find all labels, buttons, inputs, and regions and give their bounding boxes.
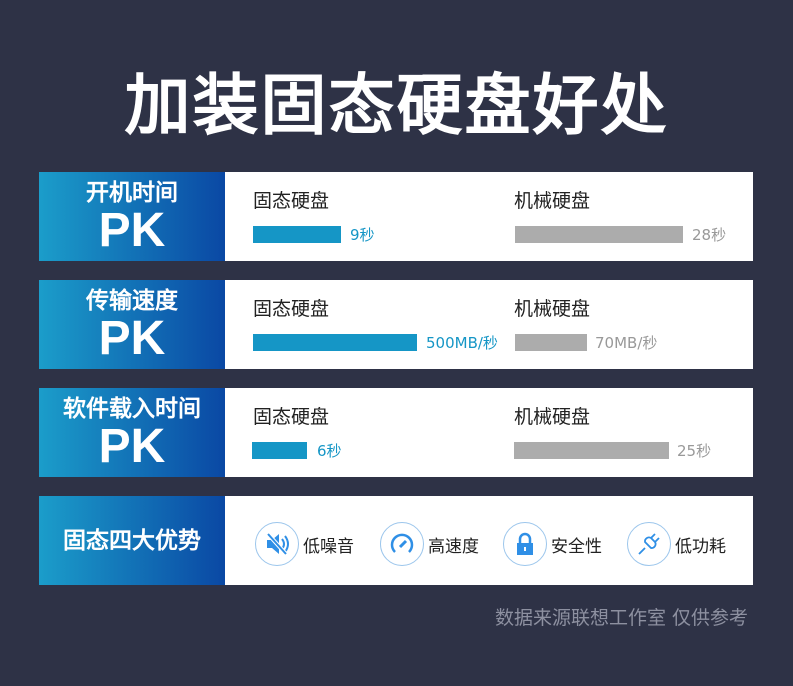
hdd-label: 机械硬盘 [514,406,591,428]
advantage-label: 安全性 [551,536,602,557]
ssd-label: 固态硬盘 [253,190,330,212]
advantage-label: 高速度 [428,536,479,557]
hdd-value: 28秒 [692,226,727,244]
hdd-bar [515,334,587,351]
speedometer-icon [380,522,424,566]
row-label: 开机时间 [86,179,178,206]
footer-note: 数据来源联想工作室 仅供参考 [494,607,748,629]
hdd-value: 25秒 [677,442,712,460]
advantage-security: 安全性 [503,522,602,566]
ssd-value: 9秒 [350,226,375,244]
advantage-label: 低噪音 [303,536,354,557]
transfer-speed-row: 传输速度 PK 固态硬盘 500MB/秒 机械硬盘 70MB/秒 [39,280,753,369]
advantage-label: 低功耗 [675,536,726,557]
ssd-bar [252,442,307,459]
ssd-bar [253,226,341,243]
ssd-label: 固态硬盘 [253,298,330,320]
advantage-low-noise: 低噪音 [255,522,354,566]
speaker-mute-icon [255,522,299,566]
pk-label: PK [98,203,166,257]
hdd-label: 机械硬盘 [514,190,591,212]
ssd-value: 500MB/秒 [426,334,498,352]
page-title: 加装固态硬盘好处 [124,67,669,144]
lock-icon [503,522,547,566]
advantage-low-power: 低功耗 [627,522,726,566]
row-label: 传输速度 [86,287,178,314]
advantage-high-speed: 高速度 [380,522,479,566]
ssd-value: 6秒 [317,442,342,460]
pk-label: PK [98,419,166,473]
hdd-bar [515,226,683,243]
hdd-value: 70MB/秒 [595,334,658,352]
ssd-label: 固态硬盘 [253,406,330,428]
plug-icon [627,522,671,566]
boot-time-row: 开机时间 PK 固态硬盘 9秒 机械硬盘 28秒 [39,172,753,261]
pk-label: PK [98,311,166,365]
ssd-bar [253,334,417,351]
advantages-label: 固态四大优势 [63,527,201,554]
software-load-row: 软件载入时间 PK 固态硬盘 6秒 机械硬盘 25秒 [39,388,753,477]
hdd-bar [514,442,669,459]
hdd-label: 机械硬盘 [514,298,591,320]
advantages-row: 固态四大优势 低噪音 高速度 安全性 低功耗 [39,496,753,585]
row-label: 软件载入时间 [63,395,201,422]
